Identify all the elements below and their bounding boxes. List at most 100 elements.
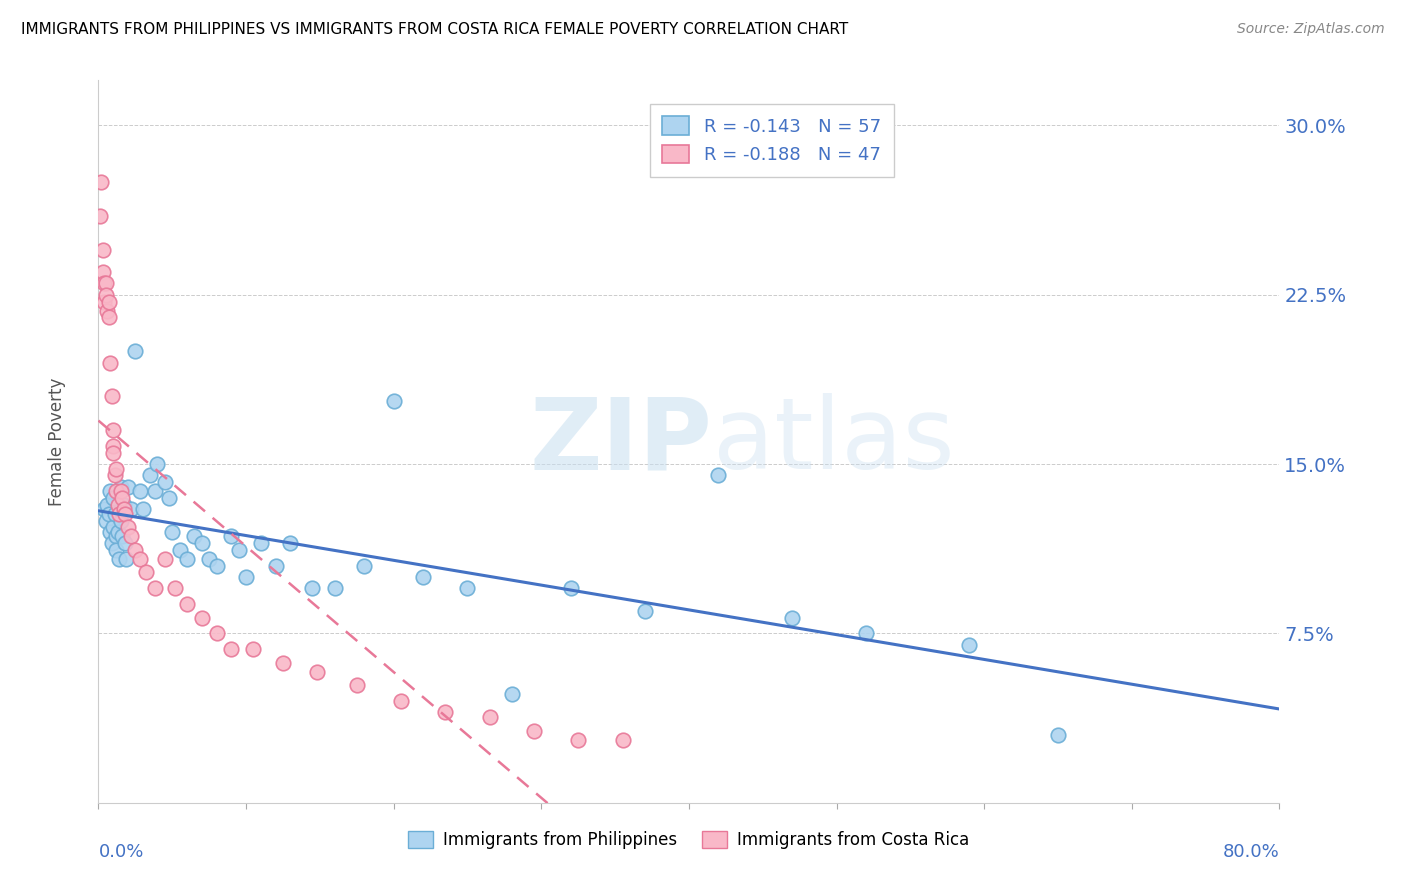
- Point: [120, 502, 142, 516]
- Point: [135, 566, 157, 580]
- Point: [93, 277, 115, 291]
- Point: [301, 582, 323, 596]
- Point: [110, 484, 132, 499]
- Point: [91, 243, 114, 257]
- Point: [93, 294, 115, 309]
- Point: [103, 423, 125, 437]
- Point: [111, 529, 134, 543]
- Point: [114, 536, 136, 550]
- Point: [153, 475, 176, 490]
- Point: [98, 484, 121, 499]
- Point: [108, 507, 131, 521]
- Point: [105, 484, 128, 499]
- Point: [97, 310, 120, 325]
- Point: [1046, 728, 1070, 742]
- Point: [105, 542, 128, 557]
- Point: [98, 524, 121, 539]
- Point: [323, 582, 346, 596]
- Point: [107, 498, 129, 512]
- Point: [176, 552, 198, 566]
- Point: [104, 468, 127, 483]
- Point: [235, 570, 257, 584]
- Point: [382, 393, 405, 408]
- Point: [567, 732, 589, 747]
- Point: [146, 457, 169, 471]
- Point: [250, 536, 273, 550]
- Point: [707, 468, 730, 483]
- Point: [612, 732, 634, 747]
- Point: [93, 502, 115, 516]
- Text: 0.0%: 0.0%: [98, 843, 143, 861]
- Point: [117, 520, 139, 534]
- Text: 80.0%: 80.0%: [1223, 843, 1279, 861]
- Point: [105, 529, 128, 543]
- Point: [124, 542, 146, 557]
- Point: [110, 514, 132, 528]
- Point: [132, 502, 155, 516]
- Point: [191, 610, 214, 624]
- Point: [100, 389, 122, 403]
- Point: [855, 626, 877, 640]
- Point: [128, 552, 150, 566]
- Point: [143, 484, 166, 499]
- Point: [117, 480, 139, 494]
- Point: [143, 582, 166, 596]
- Point: [94, 514, 117, 528]
- Point: [89, 209, 111, 223]
- Point: [103, 446, 125, 460]
- Point: [264, 558, 287, 573]
- Point: [242, 642, 264, 657]
- Point: [205, 626, 228, 640]
- Point: [162, 524, 183, 539]
- Point: [91, 265, 114, 279]
- Point: [478, 710, 501, 724]
- Point: [96, 498, 118, 512]
- Point: [115, 552, 138, 566]
- Point: [221, 642, 243, 657]
- Point: [169, 542, 191, 557]
- Point: [271, 656, 294, 670]
- Point: [523, 723, 546, 738]
- Text: atlas: atlas: [713, 393, 955, 490]
- Text: ZIP: ZIP: [530, 393, 713, 490]
- Point: [103, 520, 125, 534]
- Point: [90, 175, 112, 189]
- Point: [98, 355, 121, 369]
- Point: [560, 582, 582, 596]
- Point: [104, 507, 127, 521]
- Point: [176, 597, 198, 611]
- Point: [457, 582, 479, 596]
- Point: [124, 344, 146, 359]
- Point: [634, 604, 657, 618]
- Point: [103, 439, 125, 453]
- Point: [157, 491, 180, 505]
- Point: [100, 536, 122, 550]
- Point: [112, 502, 135, 516]
- Point: [198, 552, 221, 566]
- Text: IMMIGRANTS FROM PHILIPPINES VS IMMIGRANTS FROM COSTA RICA FEMALE POVERTY CORRELA: IMMIGRANTS FROM PHILIPPINES VS IMMIGRANT…: [21, 22, 848, 37]
- Point: [782, 610, 804, 624]
- Point: [110, 480, 132, 494]
- Text: Source: ZipAtlas.com: Source: ZipAtlas.com: [1237, 22, 1385, 37]
- Point: [94, 277, 117, 291]
- Point: [97, 507, 120, 521]
- Point: [94, 287, 117, 301]
- Point: [959, 638, 981, 652]
- Point: [112, 498, 135, 512]
- Point: [353, 558, 375, 573]
- Point: [107, 524, 129, 539]
- Point: [139, 468, 162, 483]
- Point: [228, 542, 250, 557]
- Point: [105, 461, 128, 475]
- Point: [103, 491, 125, 505]
- Point: [389, 694, 412, 708]
- Point: [221, 529, 243, 543]
- Point: [205, 558, 228, 573]
- Point: [96, 303, 118, 318]
- Text: Female Poverty: Female Poverty: [48, 377, 66, 506]
- Point: [280, 536, 302, 550]
- Point: [97, 294, 120, 309]
- Point: [183, 529, 205, 543]
- Point: [114, 507, 136, 521]
- Point: [111, 491, 134, 505]
